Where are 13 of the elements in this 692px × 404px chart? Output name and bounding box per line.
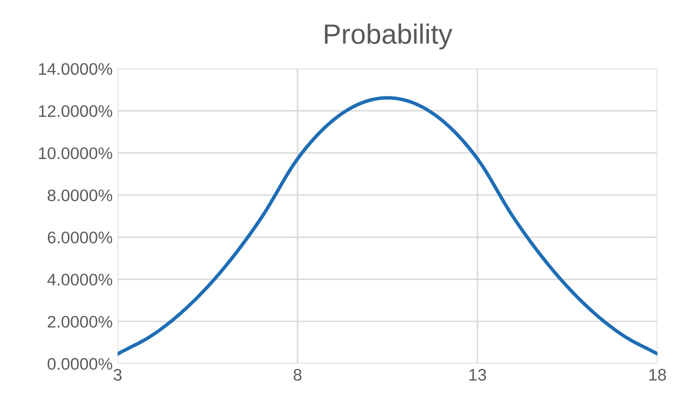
y-tick-label: 10.0000% bbox=[38, 147, 112, 160]
y-tick-label: 6.0000% bbox=[48, 232, 112, 244]
y-tick-label: 14.0000% bbox=[38, 63, 112, 75]
y-tick-label: 0.0000% bbox=[48, 358, 112, 370]
chart-title: Probability bbox=[324, 24, 452, 50]
x-tick-label: 18 bbox=[649, 368, 666, 381]
y-tick-label: 8.0000% bbox=[48, 189, 112, 202]
x-tick-label: 8 bbox=[294, 368, 302, 381]
y-tick-label: 12.0000% bbox=[38, 105, 112, 118]
y-tick-label: 4.0000% bbox=[47, 274, 112, 286]
x-tick-label: 13 bbox=[469, 368, 486, 381]
y-tick-label: 2.0000% bbox=[48, 316, 112, 328]
x-tick-label: 3 bbox=[114, 368, 122, 381]
